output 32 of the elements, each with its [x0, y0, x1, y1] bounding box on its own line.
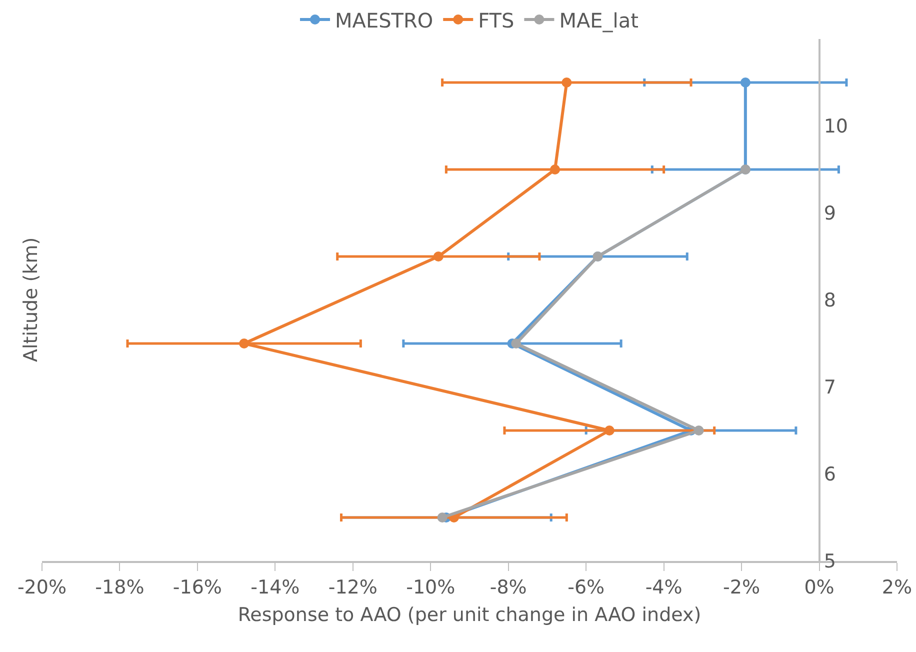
x-tick-label: -12%: [328, 576, 378, 599]
point: [511, 338, 522, 348]
point: [740, 78, 750, 88]
point: [433, 252, 444, 262]
x-tick-label: -16%: [172, 576, 222, 599]
x-tick-label: -2%: [723, 576, 760, 599]
y-tick-label: 9: [824, 202, 836, 225]
legend-label: FTS: [478, 8, 514, 32]
y-tick-label: 7: [824, 376, 836, 399]
x-tick-label: -10%: [406, 576, 456, 599]
legend-label: MAE_lat: [559, 8, 639, 32]
x-axis-title: Response to AAO (per unit change in AAO index): [238, 604, 702, 626]
x-tick-label: -14%: [250, 576, 300, 599]
y-tick-label: 5: [824, 550, 836, 573]
x-tick-label: -20%: [17, 576, 67, 599]
point: [550, 164, 560, 174]
y-tick-label: 8: [824, 290, 836, 312]
x-tick-label: -4%: [645, 576, 682, 599]
y-tick-label: 10: [824, 116, 848, 138]
point: [239, 338, 250, 348]
point: [437, 512, 448, 522]
x-tick-label: -6%: [568, 576, 605, 599]
x-tick-label: 2%: [882, 576, 912, 599]
x-tick-label: 0%: [804, 576, 834, 599]
point: [604, 426, 614, 436]
x-tick-label: -18%: [95, 576, 144, 599]
point: [694, 426, 704, 436]
x-tick-label: -8%: [490, 576, 527, 599]
point: [562, 78, 572, 88]
legend-label: MAESTRO: [335, 8, 434, 32]
y-tick-label: 6: [824, 464, 836, 486]
y-axis-title: Altitude (km): [20, 237, 42, 362]
